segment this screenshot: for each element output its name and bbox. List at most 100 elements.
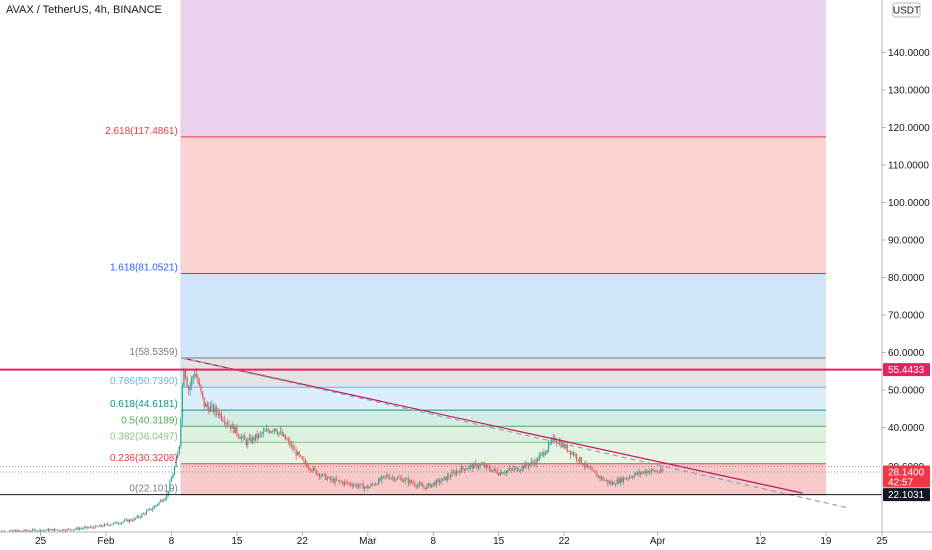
candle-body: [303, 459, 305, 461]
candle-body: [597, 475, 600, 477]
dashed-trendline[interactable]: [182, 357, 850, 509]
candle-body: [367, 485, 369, 489]
candle-body: [356, 484, 358, 487]
trendlines[interactable]: [182, 357, 850, 509]
price-axis[interactable]: 140.0000 130.0000 120.0000 110.0000 100.0000…: [881, 0, 932, 550]
candle-body: [336, 478, 338, 481]
candle-body: [655, 471, 657, 473]
fib-zone-0.382: [180, 426, 826, 443]
horizontal-lines[interactable]: [0, 368, 882, 496]
candle-body: [256, 434, 258, 439]
candle-body: [275, 428, 277, 432]
candle-body: [223, 420, 226, 424]
candle-body: [202, 391, 204, 397]
solid-trendline[interactable]: [182, 357, 803, 494]
candle-body: [138, 516, 140, 518]
candle-body: [395, 479, 397, 481]
candle-body: [360, 483, 363, 485]
candle-body: [233, 424, 235, 433]
candle-body: [351, 485, 353, 487]
candle-body: [346, 482, 349, 484]
candle-body: [613, 482, 615, 485]
price-label-bg: [883, 488, 930, 502]
time-tick-label: 8: [169, 536, 175, 547]
candle-body: [533, 462, 536, 465]
candle-body: [290, 444, 293, 446]
candle-body: [653, 470, 656, 472]
candle-body: [466, 468, 469, 470]
time-axis[interactable]: 25 Feb 8 15 22 Mar 8 15 22 Apr 12 19 25: [0, 531, 932, 550]
candle-body: [52, 529, 54, 532]
candle-body: [571, 452, 573, 455]
candle-body: [593, 469, 595, 472]
candle-body: [502, 473, 504, 475]
candle-body: [456, 471, 458, 475]
candle-body: [507, 470, 509, 471]
candle-body: [237, 434, 240, 438]
candle-body: [41, 530, 43, 532]
candle-body: [187, 386, 190, 390]
candle-body: [155, 505, 157, 507]
candle-body: [614, 484, 617, 486]
fib-label-0.786: 0.786(50.7390): [110, 376, 178, 387]
candle-body: [378, 478, 380, 485]
candle-body: [172, 474, 174, 479]
candle-body: [99, 525, 101, 527]
candle-body: [191, 378, 193, 386]
candle-body: [156, 504, 159, 506]
currency-badge[interactable]: [892, 2, 921, 18]
candle-body: [83, 527, 85, 529]
candle-body: [161, 500, 163, 502]
candle-body: [264, 431, 266, 432]
fib-zone-0.786: [180, 357, 826, 388]
candle-body: [491, 470, 494, 472]
fib-label-1: 1(58.5359): [129, 347, 177, 358]
candle-body: [480, 464, 483, 466]
candle-body: [170, 478, 173, 482]
candle-body: [141, 513, 143, 517]
candle-body: [546, 450, 548, 454]
candle-body: [225, 422, 227, 424]
candle-body: [35, 529, 37, 532]
candle-body: [85, 526, 87, 528]
candle-body: [301, 456, 303, 460]
candle-body: [650, 469, 653, 472]
candle-body: [53, 529, 56, 532]
candle-body: [267, 429, 269, 432]
candle-body: [29, 530, 31, 532]
candle-body: [208, 406, 210, 412]
candle-body: [181, 386, 183, 420]
candle-body: [245, 439, 247, 446]
candle-body: [32, 529, 34, 532]
candle-body: [325, 474, 327, 480]
fib-zone-1.618: [180, 136, 826, 274]
candle-body: [47, 529, 49, 531]
candle-body: [125, 519, 127, 521]
candle-body: [21, 530, 23, 532]
candle-body: [412, 482, 414, 484]
candle-body: [350, 483, 352, 486]
candle-body: [487, 465, 489, 467]
candle-body: [46, 529, 48, 531]
candle-body: [158, 502, 160, 505]
candle-body: [311, 470, 313, 472]
candle-body: [150, 508, 152, 510]
candle-body: [38, 529, 40, 532]
candle-body: [57, 529, 59, 531]
candle-body: [230, 425, 232, 429]
candle-body: [582, 463, 584, 466]
candle-body: [568, 450, 570, 452]
candle-body: [639, 471, 642, 474]
candle-body: [660, 469, 662, 473]
candle-body: [322, 473, 324, 476]
candle-body: [60, 530, 62, 532]
candle-body: [287, 439, 289, 441]
candle-body: [270, 431, 272, 433]
candle-body: [153, 506, 155, 509]
candle-body: [189, 385, 191, 390]
candle-body: [102, 526, 104, 528]
candle-body: [91, 526, 93, 528]
candle-body: [231, 424, 233, 429]
candle-body: [43, 530, 45, 532]
